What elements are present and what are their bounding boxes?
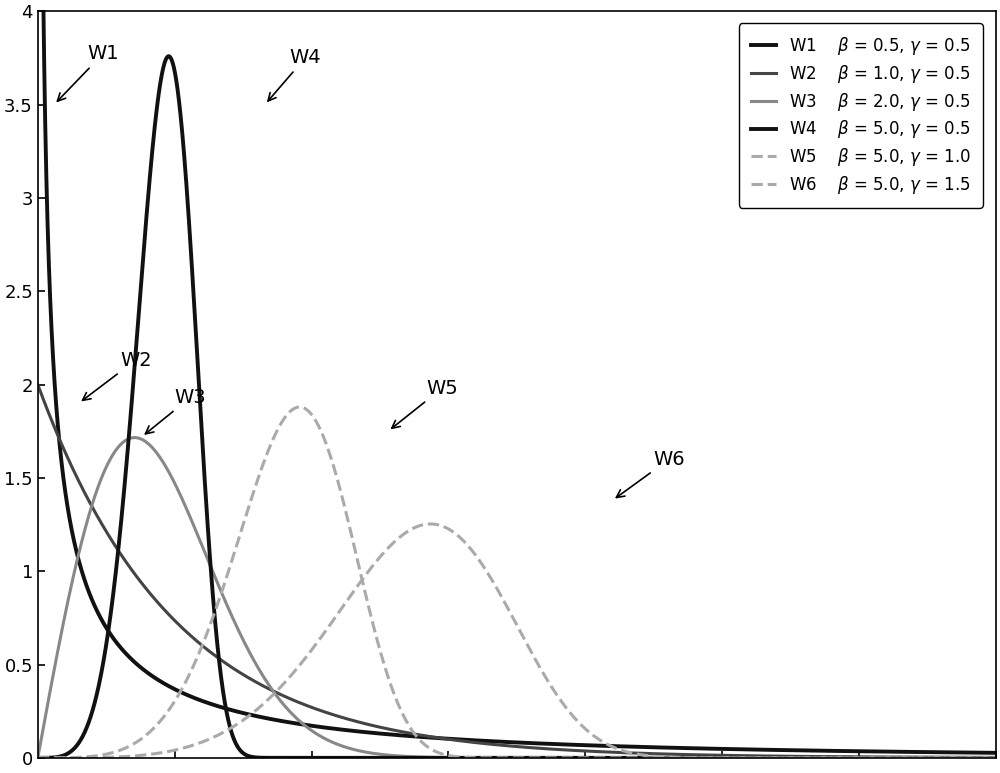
- Text: W5: W5: [392, 379, 458, 428]
- Legend: W1    $\beta$ = 0.5, $\gamma$ = 0.5, W2    $\beta$ = 1.0, $\gamma$ = 0.5, W3    : W1 $\beta$ = 0.5, $\gamma$ = 0.5, W2 $\b…: [739, 23, 983, 208]
- Text: W4: W4: [268, 48, 321, 101]
- Text: W1: W1: [57, 44, 119, 101]
- Text: W2: W2: [83, 351, 152, 400]
- Text: W3: W3: [145, 388, 206, 434]
- Text: W6: W6: [616, 450, 685, 498]
